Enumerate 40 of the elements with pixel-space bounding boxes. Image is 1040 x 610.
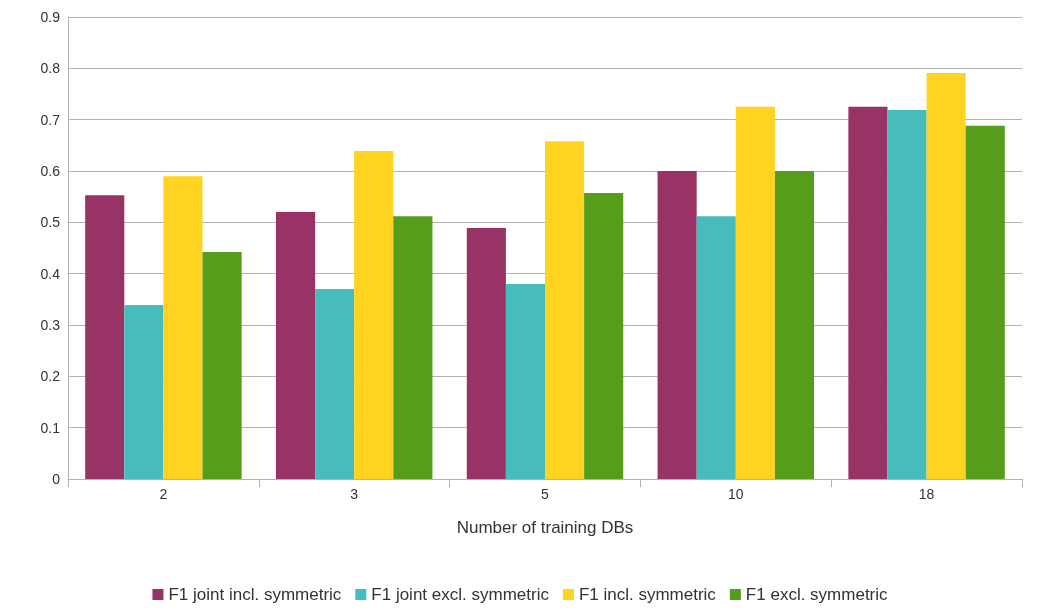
bar (505, 283, 545, 479)
y-tick-label: 0.7 (40, 111, 61, 128)
bar (163, 176, 203, 479)
y-tick-label: 0.8 (40, 60, 61, 77)
x-tick-label: 2 (159, 486, 168, 502)
bar (124, 304, 164, 479)
bar (202, 252, 242, 479)
bar (354, 150, 394, 479)
legend-label: F1 joint incl. symmetric (168, 585, 342, 604)
y-tick-label: 0.3 (40, 317, 61, 333)
legend-label: F1 joint excl. symmetric (371, 585, 550, 604)
bar (965, 125, 1005, 479)
x-tick-label: 5 (541, 486, 550, 502)
bar (545, 141, 585, 479)
bar (887, 109, 927, 479)
y-tick-label: 0.2 (40, 368, 61, 385)
y-tick-label: 0.5 (40, 214, 61, 231)
bar (848, 106, 888, 479)
y-tick-label: 0.9 (40, 9, 61, 25)
bar (275, 212, 316, 479)
bar (774, 171, 815, 479)
x-tick-label: 18 (918, 486, 935, 502)
legend-label: F1 excl. symmetric (745, 585, 889, 604)
y-tick-label: 0.1 (40, 419, 61, 436)
bar (393, 216, 433, 479)
bar (696, 216, 736, 479)
bar (85, 195, 125, 479)
bar (584, 193, 624, 479)
y-tick-label: 0.6 (40, 163, 61, 179)
bar (735, 106, 775, 479)
x-tick-label: 10 (728, 486, 744, 502)
bar (315, 289, 355, 479)
y-tick-label: 0.4 (40, 265, 61, 282)
bar (657, 171, 697, 479)
y-tick-label: 0 (52, 471, 61, 487)
x-axis-title: Number of training DBs (456, 518, 634, 537)
legend-label: F1 incl. symmetric (578, 585, 717, 604)
x-tick-label: 3 (350, 486, 359, 502)
bar (466, 227, 506, 479)
bar (926, 72, 966, 479)
